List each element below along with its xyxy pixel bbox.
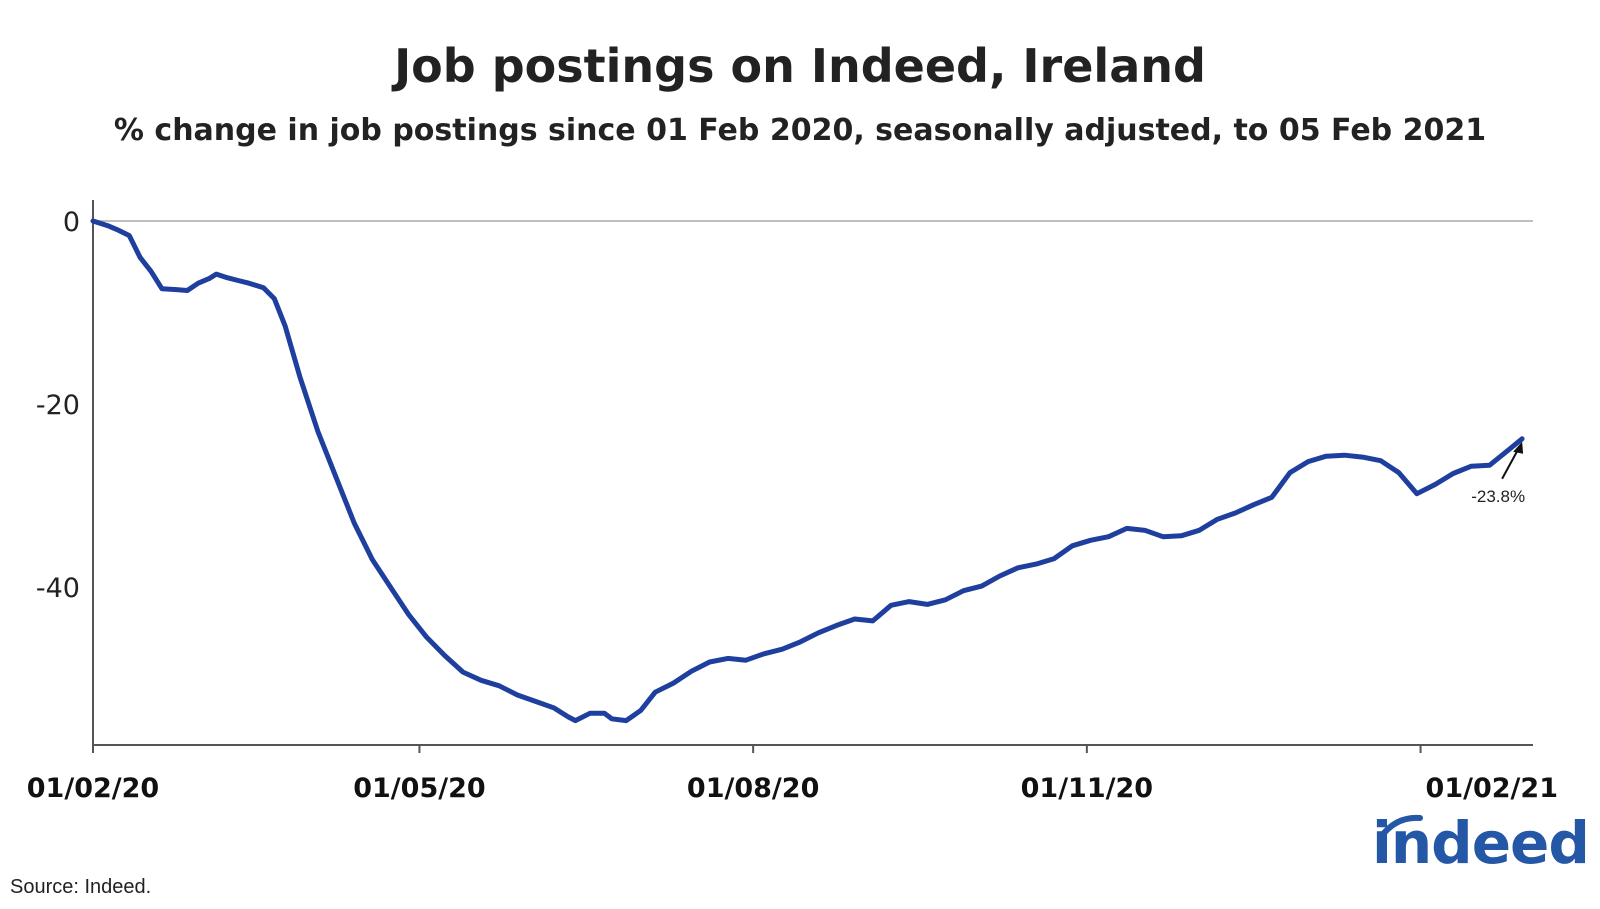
source-note: Source: Indeed. bbox=[10, 876, 152, 898]
y-tick-label: 0 bbox=[63, 207, 80, 238]
y-tick-label: -40 bbox=[36, 573, 80, 604]
chart-subtitle: % change in job postings since 01 Feb 20… bbox=[113, 113, 1487, 148]
annotation-arrow-head bbox=[1513, 441, 1524, 454]
x-tick-label: 01/02/21 bbox=[1426, 773, 1558, 804]
x-tick-label: 01/02/20 bbox=[27, 773, 159, 804]
indeed-logo: indeed bbox=[1372, 809, 1590, 877]
series-line bbox=[90, 218, 1525, 724]
indeed-logo-arc bbox=[1377, 814, 1423, 841]
y-tick-label: -20 bbox=[36, 390, 80, 421]
chart-annotation: -23.8% bbox=[1471, 441, 1525, 506]
annotation-label: -23.8% bbox=[1471, 487, 1525, 506]
chart-axes bbox=[92, 200, 1533, 746]
chart-ticks: 01/02/20 01/05/20 01/08/20 01/11/20 01/02/21… bbox=[27, 207, 1558, 804]
x-tick-label: 01/11/20 bbox=[1021, 773, 1153, 804]
x-tick-label: 01/08/20 bbox=[687, 773, 819, 804]
x-tick-label: 01/05/20 bbox=[353, 773, 485, 804]
chart-series bbox=[90, 218, 1525, 724]
chart-title: Job postings on Indeed, Ireland bbox=[394, 39, 1206, 93]
